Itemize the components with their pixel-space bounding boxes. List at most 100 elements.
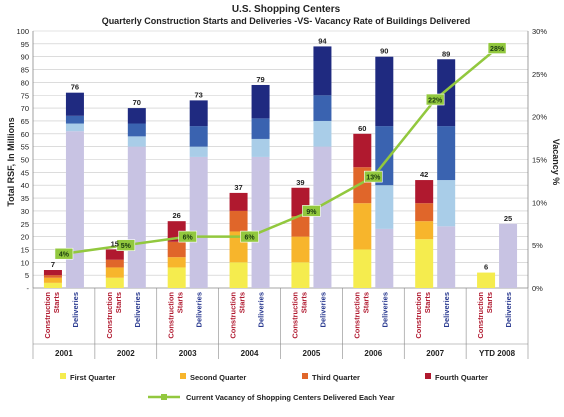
bar-segment (291, 236, 310, 263)
bar-segment (167, 267, 186, 288)
bar-segment (375, 228, 394, 288)
legend-label: First Quarter (70, 373, 116, 382)
y-tick-label: 45 (21, 168, 29, 177)
bar-segment (251, 156, 270, 288)
bar-segment (43, 275, 62, 278)
bar-total-label: 79 (256, 75, 264, 84)
construction-label: Starts (114, 292, 123, 313)
bar-total-label: 89 (442, 49, 450, 58)
bar-total-label: 7 (51, 260, 55, 269)
bar-total-label: 90 (380, 47, 388, 56)
bar-segment (65, 131, 84, 288)
construction-label: Starts (423, 292, 432, 313)
vacancy-label: 6% (183, 235, 194, 242)
bar-segment (477, 272, 496, 288)
y-tick-label: 85 (21, 66, 29, 75)
construction-label: Starts (361, 292, 370, 313)
y2-tick-label: 10% (532, 198, 547, 207)
legend-label: Current Vacancy of Shopping Centers Deli… (186, 393, 395, 402)
y-tick-label: 15 (21, 245, 29, 254)
deliveries-label: Deliveries (133, 292, 142, 327)
construction-label: Starts (485, 292, 494, 313)
bar-total-label: 70 (133, 98, 141, 107)
bar-segment (437, 226, 456, 288)
y-tick-label: 75 (21, 91, 29, 100)
construction-label: Starts (299, 292, 308, 313)
legend-swatch (302, 373, 308, 379)
bar-total-label: 76 (71, 83, 79, 92)
vacancy-label: 28% (490, 46, 505, 53)
bar-total-label: 94 (318, 36, 327, 45)
vacancy-line (63, 47, 498, 255)
vacancy-label: 13% (366, 175, 381, 182)
bar-segment (291, 262, 310, 288)
year-label: YTD 2008 (479, 349, 516, 358)
bar-segment (189, 100, 208, 127)
vacancy-marker (302, 205, 321, 217)
construction-label: Construction (43, 292, 52, 339)
deliveries-label: Deliveries (504, 292, 513, 327)
deliveries-label: Deliveries (380, 292, 389, 327)
bar-segment (127, 123, 146, 137)
bar-segment (105, 267, 124, 278)
y-tick-label: 50 (21, 156, 29, 165)
y-tick-label: 95 (21, 40, 29, 49)
y-tick-label: 60 (21, 130, 29, 139)
deliveries-label: Deliveries (318, 292, 327, 327)
bar-total-label: 42 (420, 170, 428, 179)
legend-label: Second Quarter (190, 373, 246, 382)
legend-swatch (425, 373, 431, 379)
bar-segment (65, 115, 84, 124)
bar-total-label: 15 (111, 239, 119, 248)
bar-segment (127, 146, 146, 288)
bar-segment (251, 118, 270, 139)
y-tick-label: 40 (21, 181, 29, 190)
bar-segment (499, 223, 518, 288)
bar-segment (43, 282, 62, 288)
bar-segment (167, 257, 186, 268)
construction-label: Construction (352, 292, 361, 339)
y-tick-label: 65 (21, 117, 29, 126)
bar-total-label: 60 (358, 124, 366, 133)
construction-label: Construction (414, 292, 423, 339)
construction-label: Starts (52, 292, 61, 313)
vacancy-label: 22% (428, 98, 443, 105)
bar-total-label: 6 (484, 263, 488, 272)
chart-subtitle: Quarterly Construction Starts and Delive… (102, 16, 471, 26)
bar-segment (127, 108, 146, 124)
bar-segment (167, 241, 186, 258)
y-tick-label: 25 (21, 220, 29, 229)
y-tick-label: 20 (21, 233, 29, 242)
y-tick-label: 70 (21, 104, 29, 113)
y2-axis-label: Vacancy % (551, 139, 561, 186)
construction-label: Starts (176, 292, 185, 313)
vacancy-label: 9% (306, 209, 317, 216)
bar-total-label: 37 (234, 183, 242, 192)
y-tick-label: 10 (21, 258, 29, 267)
bar-segment (313, 95, 332, 121)
bar-segment (189, 126, 208, 147)
bar-segment (291, 216, 310, 237)
bar-segment (353, 133, 372, 168)
bar-segment (105, 249, 124, 260)
y-tick-label: 5 (25, 271, 29, 280)
y2-tick-label: 15% (532, 156, 547, 165)
year-label: 2006 (364, 349, 382, 358)
deliveries-label: Deliveries (257, 292, 266, 327)
y-tick-label: 35 (21, 194, 29, 203)
bar-segment (437, 59, 456, 127)
bar-segment (375, 185, 394, 229)
vacancy-marker (54, 247, 74, 260)
construction-label: Construction (476, 292, 485, 339)
y-axis-label: Total RSF, In Millions (6, 117, 16, 206)
year-label: 2002 (117, 349, 135, 358)
bar-segment (189, 156, 208, 288)
construction-label: Construction (167, 292, 176, 339)
bar-segment (251, 84, 270, 119)
year-label: 2004 (241, 349, 259, 358)
deliveries-label: Deliveries (195, 292, 204, 327)
year-label: 2007 (426, 349, 444, 358)
bar-segment (313, 120, 332, 147)
